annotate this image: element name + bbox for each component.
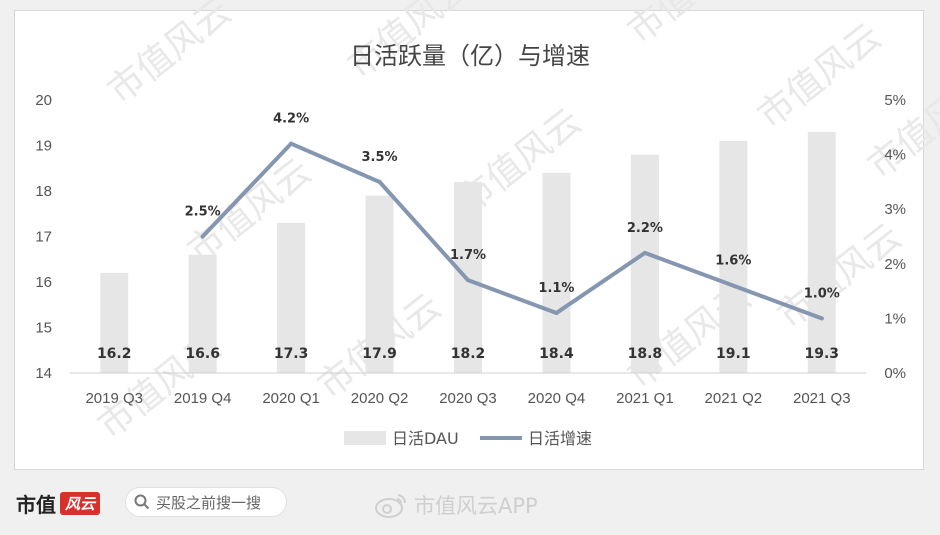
growth-point bbox=[466, 278, 470, 283]
growth-point bbox=[289, 141, 294, 146]
chart-title: 日活跃量（亿）与增速 bbox=[350, 42, 590, 70]
growth-data-label: 2.2% bbox=[627, 221, 663, 236]
watermark-2: 市值风云 bbox=[620, 0, 759, 52]
y-left-tick-label: 16 bbox=[35, 274, 52, 291]
growth-point bbox=[731, 283, 736, 288]
watermark-0: 市值风云 bbox=[100, 0, 239, 112]
bar-dau bbox=[719, 140, 748, 373]
growth-data-label: 1.6% bbox=[715, 254, 751, 269]
y-left-tick-label: 19 bbox=[35, 138, 52, 155]
bar-data-label: 16.2 bbox=[97, 346, 132, 362]
bar-data-label: 19.1 bbox=[716, 346, 751, 362]
footer: 市值 风云 买股之前搜一搜 市值风云APP bbox=[0, 470, 940, 535]
watermark-3: 市值风云 bbox=[750, 16, 889, 137]
growth-data-label: 1.7% bbox=[450, 248, 486, 263]
bar-data-label: 17.9 bbox=[362, 346, 397, 362]
x-tick-label: 2021 Q1 bbox=[616, 390, 674, 407]
x-axis: 2019 Q3 2019 Q4 2020 Q1 2020 Q2 2020 Q3 2020 … bbox=[85, 390, 850, 407]
growth-point bbox=[200, 234, 205, 239]
y-left-tick-label: 20 bbox=[35, 92, 52, 109]
bar-data-label: 19.3 bbox=[805, 346, 840, 362]
bar-dau bbox=[188, 254, 217, 373]
search-text: 买股之前搜一搜 bbox=[156, 493, 262, 512]
y-left-tick-label: 14 bbox=[35, 365, 52, 382]
x-tick-label: 2021 Q3 bbox=[793, 390, 851, 407]
brand-mark: 风云 bbox=[60, 492, 101, 515]
watermark-10: 市值风云 bbox=[860, 66, 940, 187]
x-tick-label: 2020 Q4 bbox=[528, 390, 586, 407]
y-right-tick-label: 0% bbox=[884, 365, 906, 382]
bar-dau bbox=[100, 272, 129, 373]
legend-label-growth: 日活增速 bbox=[528, 429, 592, 448]
x-tick-label: 2020 Q1 bbox=[262, 390, 320, 407]
y-left-tick-label: 18 bbox=[35, 183, 52, 200]
growth-point bbox=[377, 179, 382, 184]
y-right-tick-label: 3% bbox=[884, 201, 906, 218]
bar-dau bbox=[807, 131, 836, 373]
y-right-tick-label: 1% bbox=[884, 310, 906, 327]
legend-label-dau: 日活DAU bbox=[392, 429, 459, 448]
y-left-tick-label: 17 bbox=[35, 229, 52, 246]
growth-data-label: 3.5% bbox=[362, 150, 398, 165]
bar-dau bbox=[277, 222, 306, 373]
y-right-tick-label: 4% bbox=[884, 147, 906, 164]
chart: 市值风云市值风云市值风云市值风云市值风云市值风云市值风云市值风云市值风云市值风云… bbox=[35, 0, 940, 448]
bar-data-label: 17.3 bbox=[274, 346, 309, 362]
brand-text: 市值 bbox=[16, 493, 56, 517]
line-series: 2.5% 4.2% 3.5% 1.7% 1.1% 2.2% 1.6% 1.0% bbox=[185, 112, 840, 321]
growth-data-label: 2.5% bbox=[185, 205, 221, 220]
bar-data-label: 18.8 bbox=[628, 346, 663, 362]
bar-dau bbox=[542, 172, 571, 373]
bar-data-label: 16.6 bbox=[185, 346, 220, 362]
bar-series: 16.2 16.6 17.3 17.9 18.2 18.4 18.8 19.1 19.3 bbox=[97, 131, 840, 373]
growth-point bbox=[642, 250, 647, 255]
legend-swatch-dau bbox=[344, 431, 386, 445]
growth-data-label: 4.2% bbox=[273, 112, 309, 127]
y-right-tick-label: 2% bbox=[884, 256, 906, 273]
x-tick-label: 2021 Q2 bbox=[705, 390, 763, 407]
brand-logo: 市值 风云 bbox=[16, 489, 101, 518]
growth-point bbox=[819, 316, 824, 321]
growth-data-label: 1.1% bbox=[538, 281, 574, 296]
bar-dau bbox=[630, 154, 659, 373]
x-tick-label: 2020 Q2 bbox=[351, 390, 409, 407]
search-box[interactable]: 买股之前搜一搜 bbox=[125, 487, 287, 517]
x-tick-label: 2019 Q3 bbox=[85, 390, 143, 407]
bar-dau bbox=[365, 195, 394, 373]
y-left-tick-label: 15 bbox=[35, 320, 52, 337]
y-axis-right: 0% 1% 2% 3% 4% 5% bbox=[884, 92, 906, 382]
growth-point bbox=[554, 310, 559, 315]
y-right-tick-label: 5% bbox=[884, 92, 906, 109]
bar-data-label: 18.2 bbox=[451, 346, 486, 362]
weibo-account: 市值风云APP bbox=[374, 490, 538, 520]
growth-line bbox=[200, 141, 824, 321]
legend: 日活DAU 日活增速 bbox=[344, 429, 592, 448]
weibo-text: 市值风云APP bbox=[414, 494, 538, 518]
x-tick-label: 2020 Q3 bbox=[439, 390, 497, 407]
growth-data-label: 1.0% bbox=[804, 286, 840, 301]
y-axis-left: 14 15 16 17 18 19 20 bbox=[35, 92, 52, 382]
bar-data-label: 18.4 bbox=[539, 346, 574, 362]
weibo-icon bbox=[375, 494, 407, 518]
search-icon bbox=[134, 494, 150, 510]
x-tick-label: 2019 Q4 bbox=[174, 390, 232, 407]
